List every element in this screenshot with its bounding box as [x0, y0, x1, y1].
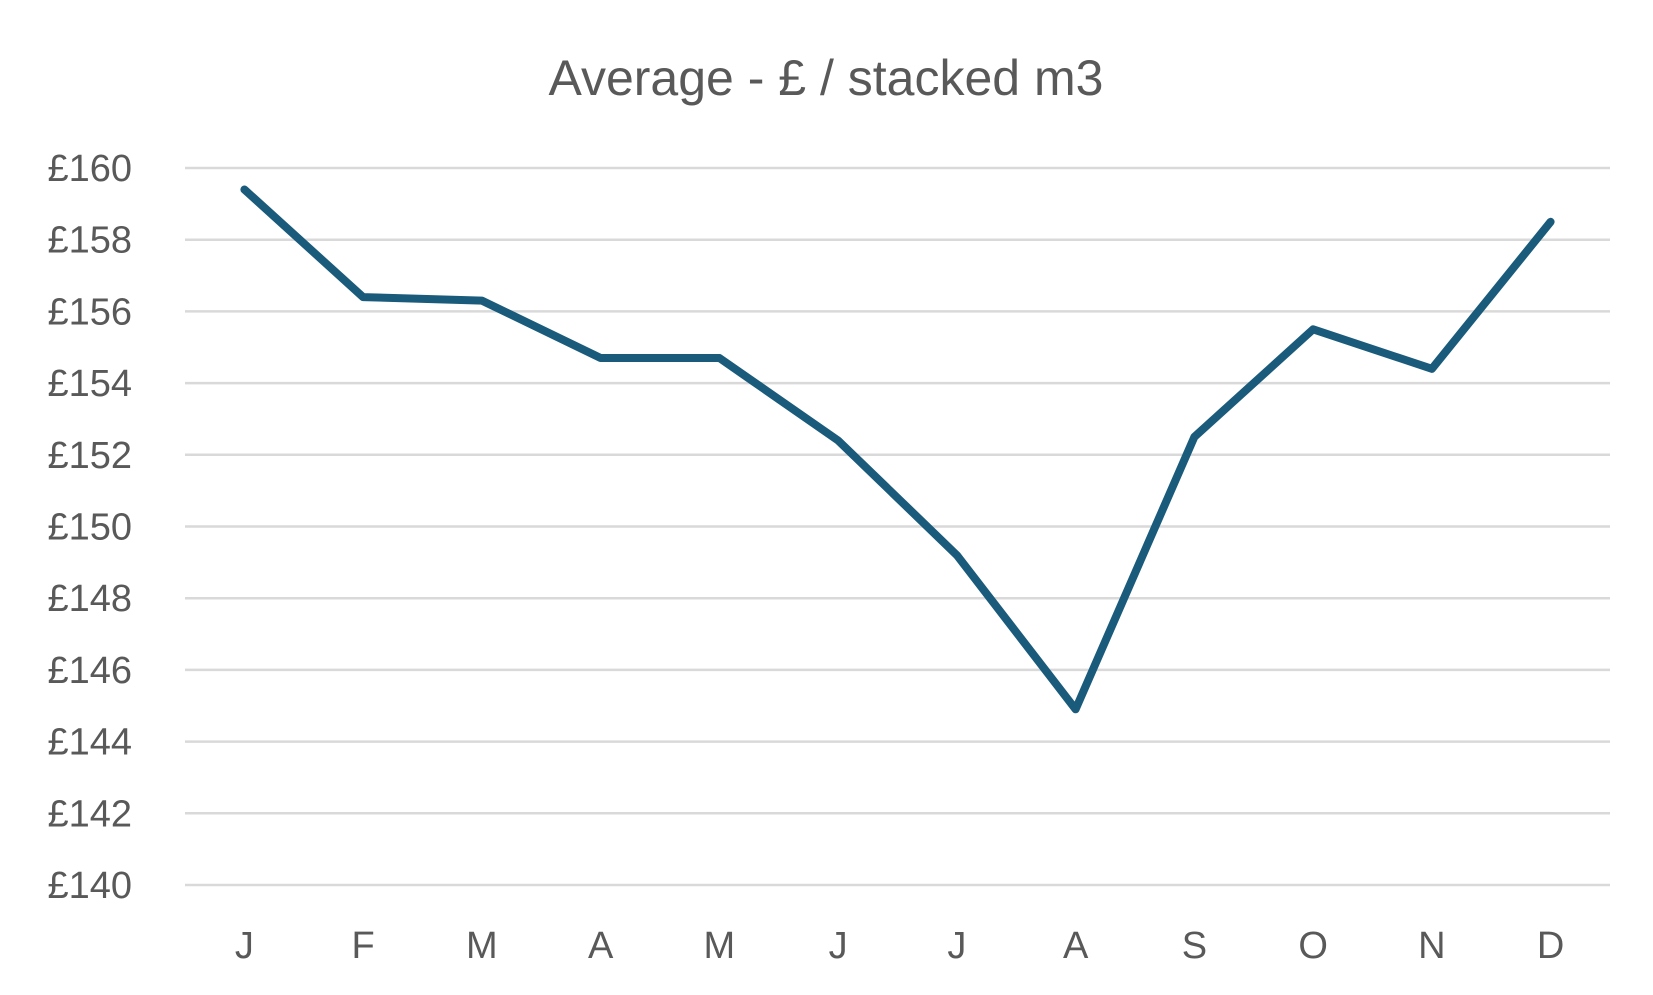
y-tick-label: £154: [47, 363, 132, 405]
y-tick-label: £152: [47, 435, 132, 477]
x-tick-label: N: [1418, 925, 1445, 967]
x-tick-label: O: [1298, 925, 1328, 967]
y-tick-label: £140: [47, 865, 132, 907]
y-tick-label: £150: [47, 507, 132, 549]
x-tick-label: S: [1182, 925, 1207, 967]
x-tick-label: D: [1537, 925, 1564, 967]
x-tick-label: J: [947, 925, 966, 967]
gridlines: [185, 166, 1610, 887]
y-tick-label: £156: [47, 291, 132, 333]
x-tick-label: M: [466, 925, 498, 967]
x-tick-label: M: [704, 925, 736, 967]
series-line: [240, 185, 1555, 714]
x-tick-label: F: [352, 925, 375, 967]
x-tick-label: J: [235, 925, 254, 967]
x-tick-label: J: [829, 925, 848, 967]
chart-title: Average - £ / stacked m3: [549, 50, 1104, 106]
y-tick-label: £158: [47, 220, 132, 262]
y-tick-label: £142: [47, 793, 132, 835]
x-tick-label: A: [1063, 925, 1089, 967]
y-tick-label: £146: [47, 650, 132, 692]
series-layer: [240, 185, 1555, 714]
y-tick-label: £160: [47, 148, 132, 190]
x-tick-label: A: [588, 925, 614, 967]
y-axis: £160 £158 £156 £154 £152 £150 £148 £146 £144 £142…: [47, 148, 132, 907]
y-tick-label: £148: [47, 578, 132, 620]
y-tick-label: £144: [47, 722, 132, 764]
